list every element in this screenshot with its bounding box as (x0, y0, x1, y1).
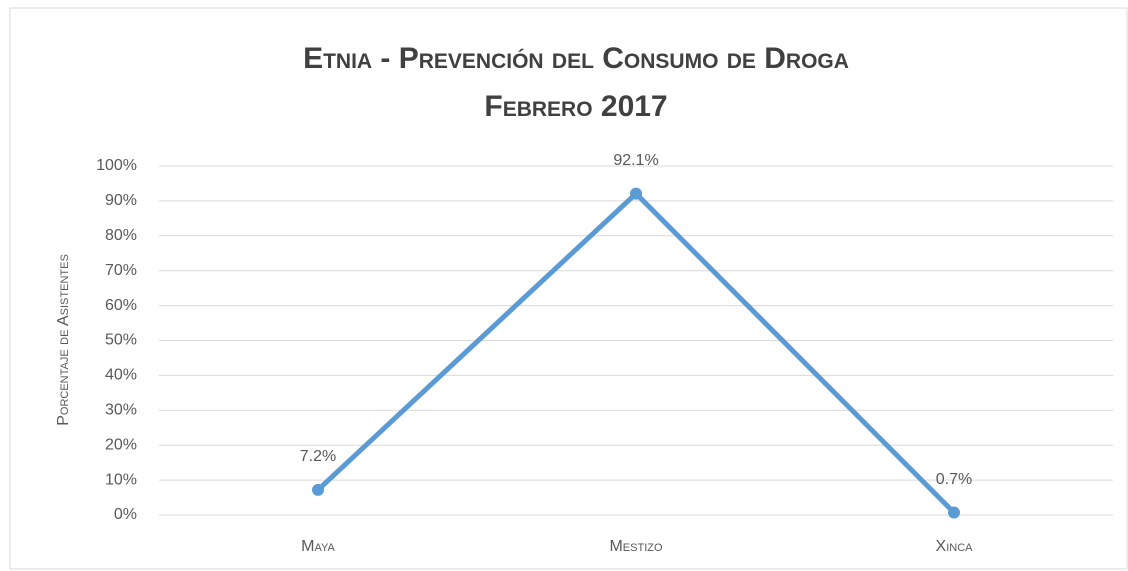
chart-title: Etnia - Prevención del Consumo de Droga (303, 42, 849, 75)
data-point (630, 187, 642, 200)
y-tick-label: 0% (114, 506, 137, 523)
data-label: 7.2% (300, 448, 336, 465)
chart-frame (9, 7, 1128, 570)
chart-subtitle: Febrero 2017 (484, 90, 667, 123)
x-tick-label: Xinca (936, 538, 974, 555)
y-tick-label: 40% (105, 367, 137, 384)
data-label: 92.1% (613, 152, 658, 169)
x-tick-label: Mestizo (609, 538, 662, 555)
y-tick-label: 50% (105, 332, 137, 349)
y-tick-label: 90% (105, 192, 137, 209)
y-tick-label: 100% (96, 157, 137, 174)
y-tick-label: 60% (105, 297, 137, 314)
y-tick-label: 10% (105, 471, 137, 488)
y-axis-label: Porcentaje de Asistentes (55, 254, 72, 426)
x-tick-label: Maya (301, 538, 335, 555)
data-point (312, 483, 324, 496)
y-tick-label: 30% (105, 402, 137, 419)
y-tick-label: 20% (105, 436, 137, 453)
data-label: 0.7% (936, 471, 972, 488)
y-tick-label: 70% (105, 262, 137, 279)
data-point (948, 506, 960, 519)
y-tick-label: 80% (105, 227, 137, 244)
